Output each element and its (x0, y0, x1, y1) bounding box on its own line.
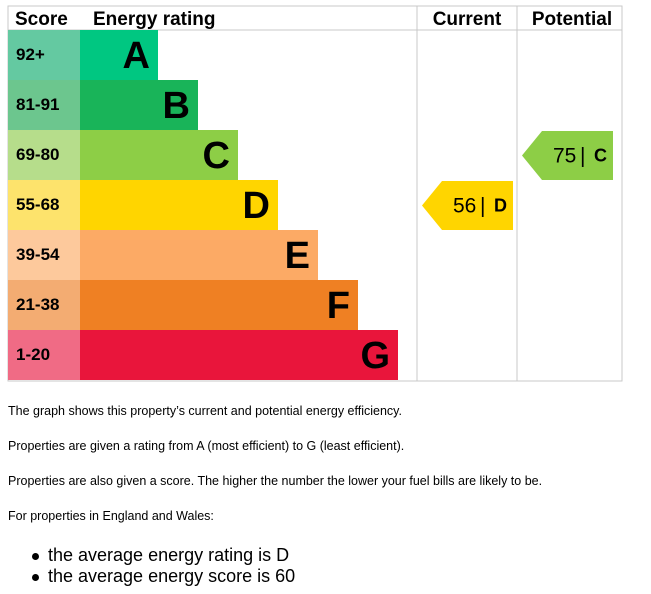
score-cell-a (8, 30, 80, 80)
band-range-a: 92+ (16, 45, 45, 64)
band-bar-a (80, 30, 158, 80)
rating-bands: 92+ A 81-91 B 69-80 C 55-68 D 39-54 E 21-38 F 1-20 G (8, 30, 398, 380)
description-score: Properties are also given a score. The h… (8, 474, 543, 488)
current-rating-arrow: 56 | D (422, 181, 513, 230)
description-graph: The graph shows this property’s current … (8, 404, 402, 418)
score-cell-c (8, 130, 80, 180)
score-cell-b (8, 80, 80, 130)
potential-letter: C (594, 146, 607, 166)
potential-rating-arrow: 75 | C (522, 131, 613, 180)
band-range-e: 39-54 (16, 245, 60, 264)
average-rating-item: the average energy rating is D (31, 545, 295, 566)
average-list: the average energy rating is D the avera… (31, 545, 296, 587)
band-letter-f: F (327, 285, 350, 327)
current-arrow-shape (422, 181, 513, 230)
score-cell-e (8, 230, 80, 280)
potential-arrow-shape (522, 131, 613, 180)
band-range-b: 81-91 (16, 95, 59, 114)
score-cell-d (8, 180, 80, 230)
potential-score: 75 (553, 145, 576, 168)
header-current: Current (433, 9, 502, 30)
band-letter-b: B (163, 85, 190, 127)
band-letter-a: A (123, 35, 150, 77)
band-bar-f (80, 280, 358, 330)
band-bar-g (80, 330, 398, 380)
current-letter: D (494, 196, 507, 216)
band-bar-b (80, 80, 198, 130)
band-letter-e: E (285, 235, 310, 277)
band-letter-d: D (243, 185, 270, 227)
band-bar-d (80, 180, 278, 230)
header-energy-rating: Energy rating (93, 9, 215, 30)
energy-rating-chart: Score Energy rating Current Potential 92… (7, 5, 623, 382)
current-score: 56 (453, 195, 476, 218)
band-letter-g: G (360, 335, 390, 377)
band-bar-e (80, 230, 318, 280)
header-score: Score (15, 9, 68, 30)
score-cell-g (8, 330, 80, 380)
band-range-d: 55-68 (16, 195, 59, 214)
band-range-g: 1-20 (16, 345, 50, 364)
description-rating-scale: Properties are given a rating from A (mo… (8, 439, 405, 453)
average-score-item: the average energy score is 60 (31, 566, 296, 586)
band-bar-c (80, 130, 238, 180)
band-letter-c: C (203, 135, 230, 177)
potential-separator: | (580, 145, 585, 168)
score-cell-f (8, 280, 80, 330)
current-separator: | (480, 195, 485, 218)
band-range-f: 21-38 (16, 295, 59, 314)
rating-arrows: 56 | D75 | C (422, 131, 613, 230)
description-region: For properties in England and Wales: (8, 509, 214, 523)
band-range-c: 69-80 (16, 145, 59, 164)
header-potential: Potential (532, 9, 612, 30)
